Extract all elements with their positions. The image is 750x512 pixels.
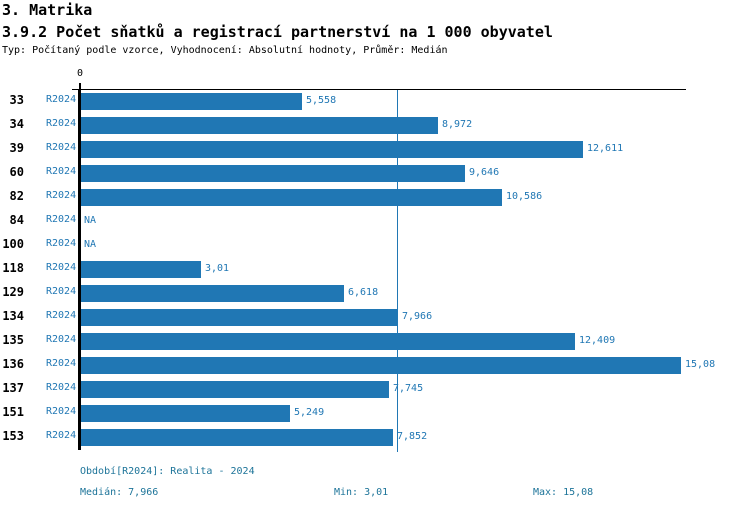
row-category-label: 136 (2, 357, 24, 371)
bar-value-label: 3,01 (205, 263, 230, 274)
bar-value-label: NA (84, 239, 97, 250)
row-series-label: R2024 (46, 118, 77, 129)
row-category-label: 100 (2, 237, 24, 251)
row-category-label: 135 (2, 333, 24, 347)
row-category-label: 33 (9, 93, 24, 107)
row-series-label: R2024 (46, 94, 77, 105)
row-series-label: R2024 (46, 286, 77, 297)
chart-row: 135 R2024 12,409 (0, 330, 750, 354)
bar[interactable] (81, 141, 583, 158)
row-category-label: 151 (2, 405, 24, 419)
chart-row: 137 R2024 7,745 (0, 378, 750, 402)
bar[interactable] (81, 333, 575, 350)
row-category-label: 82 (9, 189, 24, 203)
row-series-label: R2024 (46, 214, 77, 225)
chart-row: 134 R2024 7,966 (0, 306, 750, 330)
top-axis-line (72, 89, 686, 90)
row-category-label: 34 (9, 117, 24, 131)
bar[interactable] (81, 357, 681, 374)
row-series-label: R2024 (46, 334, 77, 345)
chart-row: 151 R2024 5,249 (0, 402, 750, 426)
chart-row: 118 R2024 3,01 (0, 258, 750, 282)
bar-value-label: 8,972 (442, 119, 473, 130)
bar-value-label: 15,08 (685, 359, 716, 370)
y-axis-line (78, 89, 81, 450)
row-series-label: R2024 (46, 430, 77, 441)
bar-value-label: NA (84, 215, 97, 226)
chart-row: 33 R2024 5,558 (0, 90, 750, 114)
chart-row: 39 R2024 12,611 (0, 138, 750, 162)
row-series-label: R2024 (46, 382, 77, 393)
bar-value-label: 7,966 (402, 311, 433, 322)
row-series-label: R2024 (46, 166, 77, 177)
footer-max: Max: 15,08 (533, 487, 594, 498)
bar[interactable] (81, 429, 393, 446)
row-category-label: 60 (9, 165, 24, 179)
chart-subtitle: Typ: Počítaný podle vzorce, Vyhodnocení:… (2, 45, 448, 56)
row-category-label: 153 (2, 429, 24, 443)
row-series-label: R2024 (46, 142, 77, 153)
bar[interactable] (81, 285, 344, 302)
footer-period: Období[R2024]: Realita - 2024 (80, 466, 255, 477)
chart-row: 136 R2024 15,08 (0, 354, 750, 378)
row-category-label: 84 (9, 213, 24, 227)
chart-row: 84 R2024 NA (0, 210, 750, 234)
bar-value-label: 6,618 (348, 287, 379, 298)
bar-value-label: 5,249 (294, 407, 325, 418)
bar[interactable] (81, 93, 302, 110)
row-category-label: 129 (2, 285, 24, 299)
chart-row: 153 R2024 7,852 (0, 426, 750, 450)
axis-tick (79, 83, 81, 90)
bar[interactable] (81, 165, 465, 182)
row-series-label: R2024 (46, 262, 77, 273)
row-category-label: 137 (2, 381, 24, 395)
chart-title: 3.9.2 Počet sňatků a registrací partners… (2, 23, 553, 41)
bar-value-label: 7,745 (393, 383, 424, 394)
bar[interactable] (81, 405, 290, 422)
bar[interactable] (81, 117, 438, 134)
bar[interactable] (81, 189, 502, 206)
bar-value-label: 12,409 (579, 335, 616, 346)
chart-row: 34 R2024 8,972 (0, 114, 750, 138)
row-series-label: R2024 (46, 238, 77, 249)
chart-row: 129 R2024 6,618 (0, 282, 750, 306)
bar[interactable] (81, 261, 201, 278)
row-series-label: R2024 (46, 406, 77, 417)
footer-median: Medián: 7,966 (80, 487, 159, 498)
row-category-label: 39 (9, 141, 24, 155)
bar-value-label: 9,646 (469, 167, 500, 178)
row-series-label: R2024 (46, 310, 77, 321)
bar[interactable] (81, 381, 389, 398)
row-category-label: 118 (2, 261, 24, 275)
bar-value-label: 7,852 (397, 431, 428, 442)
chart-row: 60 R2024 9,646 (0, 162, 750, 186)
median-line (397, 90, 398, 452)
row-category-label: 134 (2, 309, 24, 323)
axis-zero-label: 0 (76, 68, 84, 79)
chart-rows: 33 R2024 5,558 34 R2024 8,972 39 R2024 12,611 60 R… (0, 90, 750, 450)
row-series-label: R2024 (46, 190, 77, 201)
bar-value-label: 5,558 (306, 95, 337, 106)
page-title: 3. Matrika (2, 1, 93, 19)
chart-row: 100 R2024 NA (0, 234, 750, 258)
bar-value-label: 12,611 (587, 143, 624, 154)
row-series-label: R2024 (46, 358, 77, 369)
bar-value-label: 10,586 (506, 191, 543, 202)
bar[interactable] (81, 309, 398, 326)
chart-row: 82 R2024 10,586 (0, 186, 750, 210)
footer-min: Min: 3,01 (334, 487, 389, 498)
